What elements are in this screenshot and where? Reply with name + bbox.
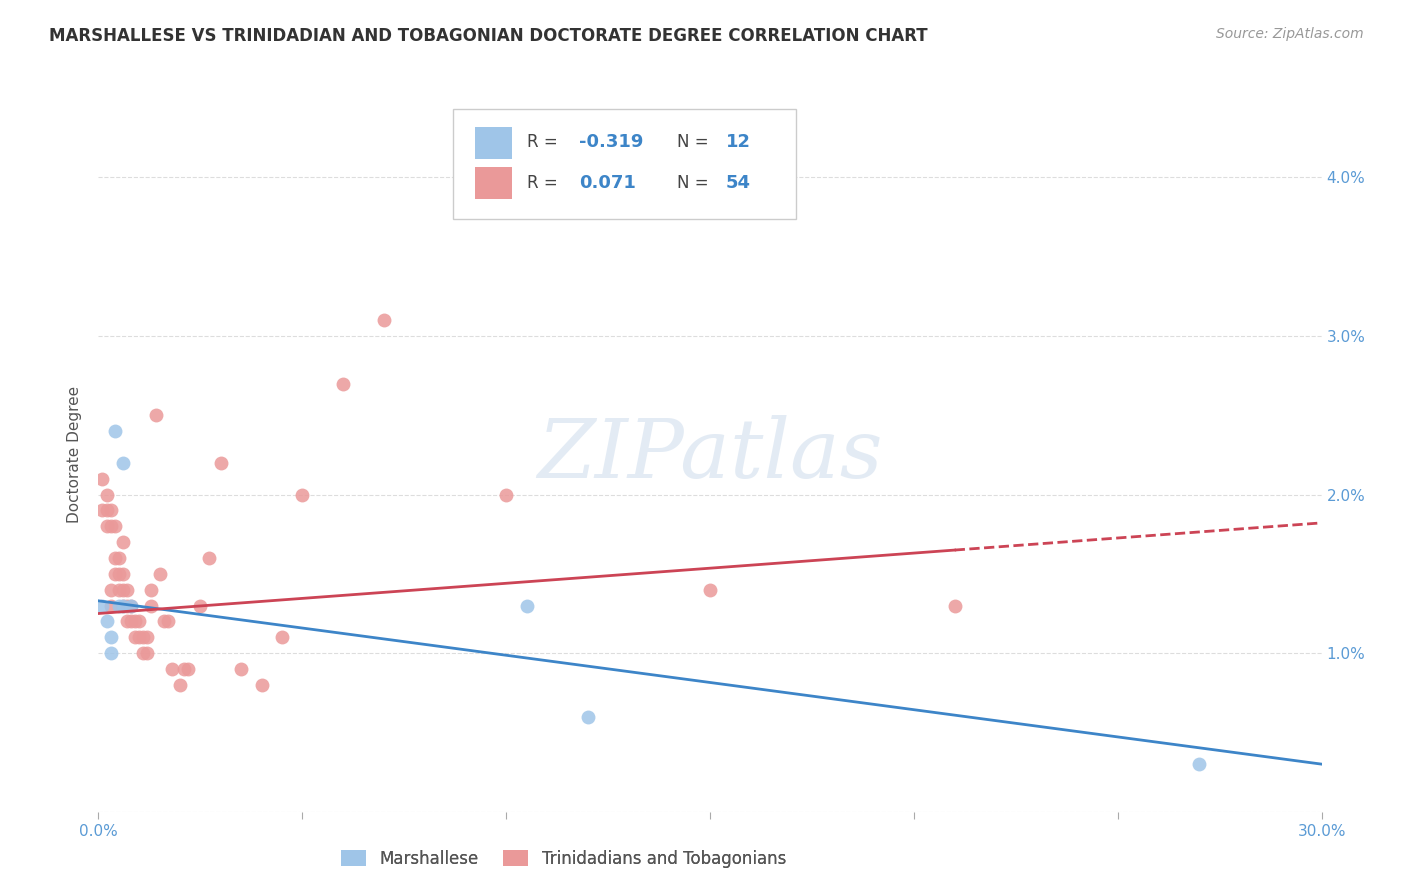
Text: Source: ZipAtlas.com: Source: ZipAtlas.com bbox=[1216, 27, 1364, 41]
Point bbox=[108, 599, 131, 613]
Point bbox=[104, 519, 127, 533]
Point bbox=[100, 646, 122, 660]
Point bbox=[115, 599, 138, 613]
Point bbox=[332, 376, 354, 391]
Point bbox=[120, 599, 142, 613]
Text: N =: N = bbox=[678, 174, 709, 192]
Point bbox=[699, 582, 721, 597]
Point bbox=[141, 599, 163, 613]
Point bbox=[111, 599, 134, 613]
FancyBboxPatch shape bbox=[453, 109, 796, 219]
Point bbox=[136, 646, 159, 660]
Point bbox=[516, 599, 538, 613]
Point bbox=[100, 582, 122, 597]
Point bbox=[111, 566, 134, 581]
Point bbox=[96, 615, 118, 629]
Text: 12: 12 bbox=[725, 134, 751, 152]
Text: 0.071: 0.071 bbox=[579, 174, 636, 192]
Point bbox=[141, 582, 163, 597]
Bar bbox=[475, 168, 512, 200]
Point bbox=[91, 599, 114, 613]
Point bbox=[111, 599, 134, 613]
Text: 54: 54 bbox=[725, 174, 751, 192]
Point bbox=[120, 615, 142, 629]
Point bbox=[152, 615, 174, 629]
Point bbox=[104, 551, 127, 566]
Text: N =: N = bbox=[678, 134, 709, 152]
Point bbox=[91, 503, 114, 517]
Point bbox=[128, 630, 150, 644]
Point bbox=[111, 456, 134, 470]
Point bbox=[173, 662, 195, 676]
Point bbox=[111, 582, 134, 597]
Text: R =: R = bbox=[526, 174, 557, 192]
Point bbox=[100, 630, 122, 644]
Point bbox=[576, 709, 599, 723]
Point bbox=[124, 615, 146, 629]
Point bbox=[291, 487, 314, 501]
Point bbox=[124, 630, 146, 644]
Point bbox=[104, 566, 127, 581]
Point bbox=[160, 662, 183, 676]
Bar bbox=[475, 127, 512, 159]
Point bbox=[373, 313, 395, 327]
Point bbox=[111, 535, 134, 549]
Point bbox=[209, 456, 232, 470]
Point bbox=[96, 519, 118, 533]
Point bbox=[136, 630, 159, 644]
Point bbox=[495, 487, 517, 501]
Point bbox=[96, 487, 118, 501]
Point bbox=[104, 424, 127, 438]
Point bbox=[169, 678, 191, 692]
Point bbox=[96, 503, 118, 517]
Point bbox=[132, 630, 155, 644]
Text: -0.319: -0.319 bbox=[579, 134, 644, 152]
Point bbox=[108, 551, 131, 566]
Point bbox=[100, 599, 122, 613]
Point bbox=[145, 409, 167, 423]
Point bbox=[156, 615, 179, 629]
Point bbox=[188, 599, 212, 613]
Point bbox=[149, 566, 172, 581]
Point bbox=[115, 582, 138, 597]
Point bbox=[250, 678, 273, 692]
Point bbox=[132, 646, 155, 660]
Point bbox=[108, 566, 131, 581]
Point bbox=[108, 582, 131, 597]
Text: R =: R = bbox=[526, 134, 557, 152]
Point bbox=[197, 551, 219, 566]
Legend: Marshallese, Trinidadians and Tobagonians: Marshallese, Trinidadians and Tobagonian… bbox=[340, 849, 786, 868]
Y-axis label: Doctorate Degree: Doctorate Degree bbox=[67, 386, 83, 524]
Point bbox=[128, 615, 150, 629]
Point bbox=[177, 662, 200, 676]
Text: ZIPatlas: ZIPatlas bbox=[537, 415, 883, 495]
Point bbox=[100, 519, 122, 533]
Point bbox=[100, 503, 122, 517]
Text: MARSHALLESE VS TRINIDADIAN AND TOBAGONIAN DOCTORATE DEGREE CORRELATION CHART: MARSHALLESE VS TRINIDADIAN AND TOBAGONIA… bbox=[49, 27, 928, 45]
Point bbox=[943, 599, 966, 613]
Point bbox=[270, 630, 294, 644]
Point bbox=[1188, 757, 1211, 772]
Point bbox=[231, 662, 253, 676]
Point bbox=[120, 599, 142, 613]
Point bbox=[115, 615, 138, 629]
Point bbox=[91, 472, 114, 486]
